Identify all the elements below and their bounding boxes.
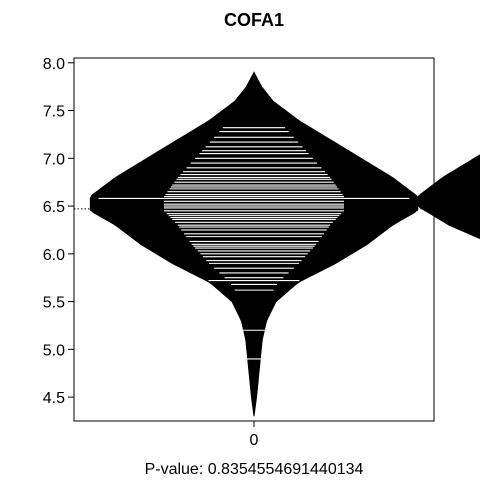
axes: 4.55.05.56.06.57.07.58.001 — [43, 56, 435, 449]
bean-1 — [417, 154, 480, 240]
y-tick-label-6: 7.5 — [43, 104, 65, 121]
y-tick-label-5: 7.0 — [43, 151, 65, 168]
plot-area — [74, 71, 480, 417]
y-tick-label-7: 8.0 — [43, 56, 65, 73]
chart-title: COFA1 — [224, 10, 284, 30]
y-tick-label-4: 6.5 — [43, 199, 65, 216]
x-tick-label-0: 0 — [250, 432, 259, 449]
y-tick-label-1: 5.0 — [43, 342, 65, 359]
y-tick-label-2: 5.5 — [43, 295, 65, 312]
x-axis-label: P-value: 0.8354554691440134 — [145, 461, 364, 478]
y-tick-label-3: 6.0 — [43, 247, 65, 264]
y-tick-label-0: 4.5 — [43, 390, 65, 407]
